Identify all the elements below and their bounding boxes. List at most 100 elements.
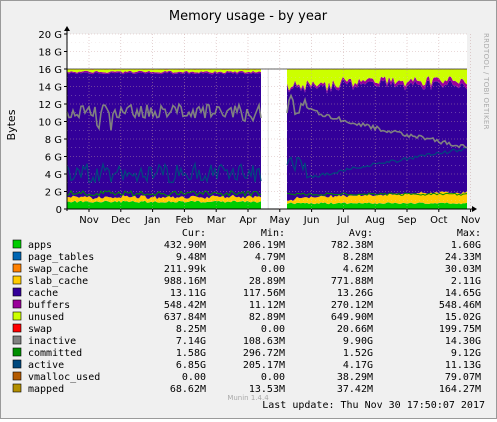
legend-value: 7.14G xyxy=(176,336,206,347)
legend-value: 771.88M xyxy=(331,276,373,287)
legend-series-name: swap xyxy=(28,324,52,335)
legend-value: 782.38M xyxy=(331,240,373,251)
legend-value: 9.48M xyxy=(176,252,206,263)
legend-series-name: apps xyxy=(28,240,52,251)
legend-value: 68.62M xyxy=(170,384,206,395)
legend-value: 11.12M xyxy=(249,300,285,311)
legend-swatch xyxy=(13,360,21,368)
legend-value: 649.90M xyxy=(331,312,373,323)
legend-value: 13.26G xyxy=(337,288,373,299)
x-tick-label: Nov xyxy=(79,215,99,226)
legend-series-name: committed xyxy=(28,348,82,359)
legend-value: 11.13G xyxy=(445,360,481,371)
legend-value: 1.58G xyxy=(176,348,206,359)
legend-value: 548.46M xyxy=(439,300,481,311)
y-tick-label: 16 G xyxy=(38,65,62,76)
legend-value: 0.00 xyxy=(261,264,285,275)
legend-swatch xyxy=(13,348,21,356)
x-tick-label: Mar xyxy=(207,215,227,226)
y-tick-label: 8 G xyxy=(45,135,62,146)
legend-value: 4.62M xyxy=(343,264,373,275)
legend-value: 4.79M xyxy=(255,252,285,263)
legend-value: 79.07M xyxy=(445,372,481,383)
x-tick-label: Sep xyxy=(398,215,417,226)
legend-series-name: slab_cache xyxy=(28,276,88,287)
chart-title: Memory usage - by year xyxy=(169,9,328,24)
legend-value: 24.33M xyxy=(445,252,481,263)
legend-value: 30.03M xyxy=(445,264,481,275)
y-tick-label: 4 G xyxy=(45,170,62,181)
legend-swatch xyxy=(13,252,21,260)
legend-swatch xyxy=(13,300,21,308)
plot-area: 02 G4 G6 G8 G10 G12 G14 G16 G18 G20 GNov… xyxy=(38,26,480,226)
legend-value: 0.00 xyxy=(182,372,206,383)
legend-value: 0.00 xyxy=(261,324,285,335)
legend-series-name: swap_cache xyxy=(28,264,88,275)
legend-swatch xyxy=(13,240,21,248)
legend-value: 8.28M xyxy=(343,252,373,263)
legend-value: 432.90M xyxy=(164,240,206,251)
x-tick-label: Jan xyxy=(144,215,160,226)
legend-value: 6.85G xyxy=(176,360,206,371)
legend-value: 14.30G xyxy=(445,336,481,347)
legend-value: 38.29M xyxy=(337,372,373,383)
x-tick-label: Jul xyxy=(336,215,349,226)
y-tick-label: 18 G xyxy=(38,48,62,59)
legend-value: 9.90G xyxy=(343,336,373,347)
area-cache-1 xyxy=(67,72,261,200)
legend-column-header: Cur: xyxy=(182,228,206,239)
legend-column-header: Avg: xyxy=(349,228,373,239)
legend-swatch xyxy=(13,312,21,320)
legend-swatch xyxy=(13,384,21,392)
legend-value: 9.12G xyxy=(451,348,481,359)
legend-value: 296.72M xyxy=(243,348,285,359)
y-tick-label: 10 G xyxy=(38,118,62,129)
legend-swatch xyxy=(13,324,21,332)
x-tick-label: Oct xyxy=(430,215,447,226)
y-tick-label: 20 G xyxy=(38,30,62,41)
legend-value: 82.89M xyxy=(249,312,285,323)
y-tick-label: 12 G xyxy=(38,100,62,111)
legend-value: 164.27M xyxy=(439,384,481,395)
x-tick-label: May xyxy=(269,215,290,226)
legend-value: 270.12M xyxy=(331,300,373,311)
legend-value: 15.02G xyxy=(445,312,481,323)
legend-series-name: unused xyxy=(28,312,64,323)
legend-value: 14.65G xyxy=(445,288,481,299)
x-tick-label: Jun xyxy=(303,215,320,226)
y-tick-label: 0 xyxy=(56,205,62,216)
legend-value: 13.11G xyxy=(170,288,206,299)
legend-value: 8.25M xyxy=(176,324,206,335)
x-tick-label: Nov xyxy=(461,215,481,226)
legend-column-header: Min: xyxy=(261,228,285,239)
y-tick-label: 2 G xyxy=(45,188,62,199)
legend-value: 117.56M xyxy=(243,288,285,299)
legend-value: 0.00 xyxy=(261,372,285,383)
legend-series-name: vmalloc_used xyxy=(28,372,100,383)
legend-series-name: mapped xyxy=(28,384,64,395)
legend-value: 28.89M xyxy=(249,276,285,287)
legend-value: 1.60G xyxy=(451,240,481,251)
legend-column-header: Max: xyxy=(457,228,481,239)
legend-value: 211.99k xyxy=(164,264,206,275)
legend-value: 4.17G xyxy=(343,360,373,371)
legend-swatch xyxy=(13,264,21,272)
legend-value: 199.75M xyxy=(439,324,481,335)
y-tick-label: 6 G xyxy=(45,153,62,164)
legend-value: 637.84M xyxy=(164,312,206,323)
last-update: Last update: Thu Nov 30 17:50:07 2017 xyxy=(262,400,485,411)
legend-value: 2.11G xyxy=(451,276,481,287)
legend-series-name: cache xyxy=(28,288,58,299)
x-tick-label: Aug xyxy=(365,215,385,226)
x-tick-label: Apr xyxy=(239,215,257,226)
x-tick-label: Feb xyxy=(176,215,194,226)
legend-value: 37.42M xyxy=(337,384,373,395)
legend-series-name: page_tables xyxy=(28,252,94,263)
legend-value: 108.63M xyxy=(243,336,285,347)
legend-value: 1.52G xyxy=(343,348,373,359)
legend-value: 20.66M xyxy=(337,324,373,335)
legend-value: 206.19M xyxy=(243,240,285,251)
legend-series-name: inactive xyxy=(28,336,76,347)
